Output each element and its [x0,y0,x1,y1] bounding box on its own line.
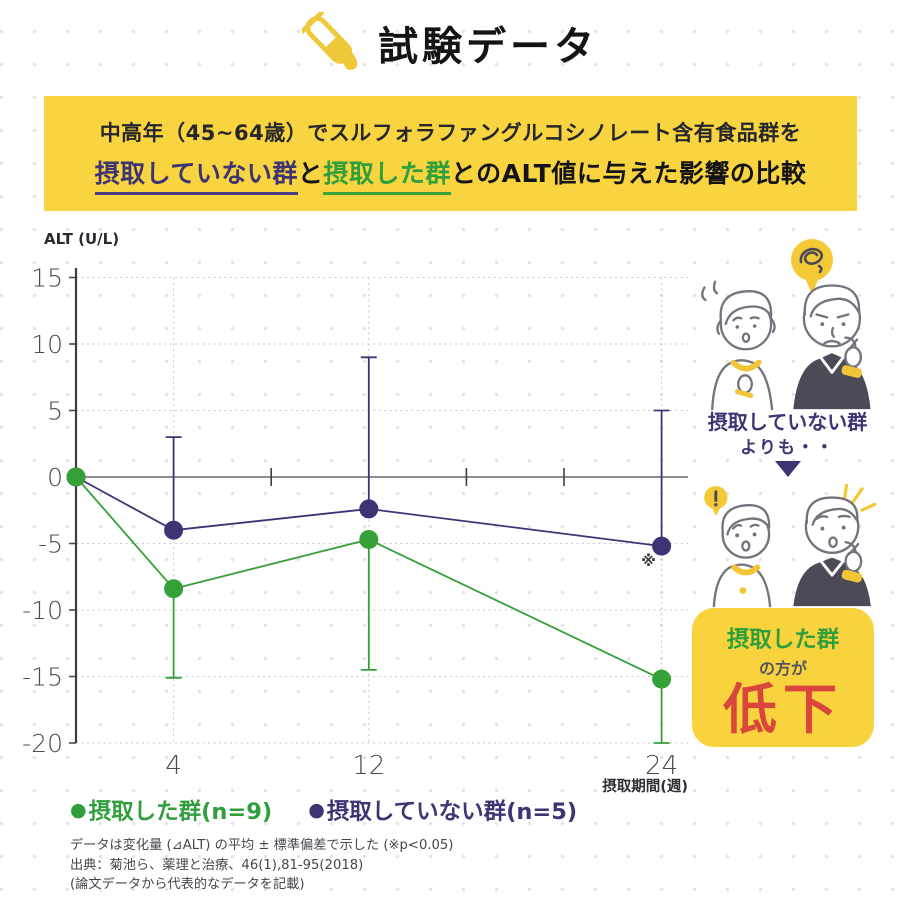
footnote-source: 出典：菊池ら、薬理と治療、46(1),81-95(2018) [70,857,364,873]
legend-label: 摂取していない群(n=5) [326,799,578,825]
headline-line2: 摂取していない群と摂取した群とのALT値に与えた影響の比較 [94,154,807,195]
headline-line1: 中高年（45~64歳）でスルフォラファングルコシノレート含有食品群を [99,121,802,145]
svg-text:10: 10 [31,330,63,359]
result-mid-text: の方が [758,659,807,678]
svg-text:-10: -10 [22,596,63,625]
legend-dot-icon: ● [308,798,325,821]
svg-text:-20: -20 [22,729,63,758]
page-header: 試験データ [0,12,900,74]
aside-caption-sub: よりも・・ [740,438,835,458]
legend-dot-icon: ● [70,798,87,821]
legend-item-intake: ● 摂取した群(n=9) [70,794,272,826]
svg-text:5: 5 [47,397,63,426]
result-group-label: 摂取した群 [726,627,840,653]
svg-text:24: 24 [645,751,678,781]
footnote-method: データは変化量 (⊿ALT) の平均 ± 標準偏差で示した (※p<0.05) [70,838,454,853]
elderly-couple-surprised-illustration [704,484,877,608]
svg-text:-5: -5 [38,530,63,559]
test-tube-icon [302,12,358,70]
svg-text:※: ※ [641,552,656,570]
page-title: 試験データ [378,24,598,70]
group-no-intake-label: 摂取していない群 [94,159,298,195]
conjunction-text: と [297,159,324,188]
svg-text:12: 12 [352,751,385,781]
exclamation-bubble-icon [704,485,728,516]
legend-item-no-intake: ● 摂取していない群(n=5) [308,794,577,826]
result-big-text: 低下 [723,678,843,741]
headline-banner: 中高年（45~64歳）でスルフォラファングルコシノレート含有食品群を 摂取してい… [44,96,857,211]
group-intake-label: 摂取した群 [323,159,451,195]
sparkles-icon [843,484,877,512]
chart-legend: ● 摂取した群(n=9) ● 摂取していない群(n=5) [70,794,577,826]
legend-label: 摂取した群(n=9) [88,799,273,825]
headline-rest-text: とのALT値に与えた影響の比較 [450,159,807,188]
sweat-drop-icon [712,280,719,295]
svg-text:0: 0 [47,463,63,492]
svg-text:15: 15 [31,264,63,293]
footnotes: データは変化量 (⊿ALT) の平均 ± 標準偏差で示した (※p<0.05) … [70,836,453,895]
aside-caption-group: 摂取していない群 [707,410,868,434]
svg-text:-15: -15 [22,663,63,692]
y-axis-title: ALT (U/L) [44,230,120,248]
down-triangle-icon [775,461,801,477]
confusion-bubble-icon [791,239,833,294]
result-box: 摂取した群 の方が 低下 [692,608,874,747]
footnote-remark: (論文データから代表的なデータを記載) [70,877,305,892]
sweat-drop-icon [701,286,707,302]
elderly-couple-worried-illustration [701,280,871,411]
svg-text:摂取期間(週): 摂取期間(週) [602,777,688,795]
svg-text:4: 4 [165,751,182,781]
